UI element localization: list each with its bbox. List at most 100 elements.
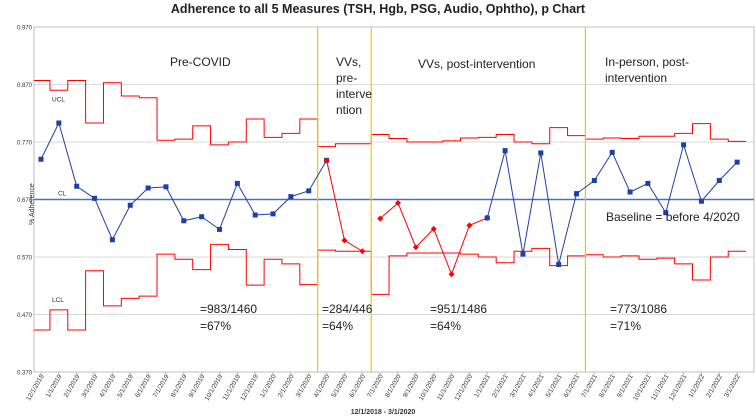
data-point bbox=[484, 215, 490, 221]
data-series bbox=[38, 120, 740, 278]
series-line bbox=[576, 143, 738, 214]
data-point bbox=[734, 159, 740, 165]
lcl-line bbox=[34, 243, 747, 331]
data-point bbox=[92, 195, 98, 201]
series-line bbox=[486, 150, 577, 265]
x-tick-label: 4/1/2021 bbox=[527, 373, 546, 399]
x-tick-label: 8/1/2020 bbox=[384, 373, 403, 399]
phase-summary-counts: =284/446 bbox=[322, 302, 373, 316]
x-tick-label: 12/1/2018 bbox=[25, 373, 46, 402]
x-tick-label: 9/1/2020 bbox=[402, 373, 421, 399]
x-tick-label: 1/1/2020 bbox=[259, 373, 278, 399]
phase-summary-counts: =951/1486 bbox=[430, 302, 487, 316]
data-point bbox=[520, 251, 526, 257]
data-point bbox=[323, 157, 330, 164]
data-point bbox=[377, 215, 384, 222]
x-tick-label: 12/1/2019 bbox=[239, 373, 260, 402]
data-point bbox=[645, 180, 651, 186]
x-tick-label: 3/1/2021 bbox=[509, 373, 528, 399]
data-point bbox=[341, 237, 348, 244]
center-line-label: CL bbox=[58, 191, 67, 198]
x-tick-label: 2/1/2022 bbox=[705, 373, 724, 399]
phase-label-in-person: intervention bbox=[605, 71, 667, 85]
x-tick-label: 7/1/2021 bbox=[580, 373, 599, 399]
x-tick-label: 2/1/2019 bbox=[63, 373, 82, 399]
x-tick-label: 5/1/2019 bbox=[116, 373, 135, 399]
series-group bbox=[377, 199, 491, 278]
x-tick-label: 12/1/2020 bbox=[454, 373, 475, 402]
y-axis: 0.970 0.870 0.770 0.670 0.570 0.470 0.370 bbox=[17, 26, 33, 377]
x-tick-label: 9/1/2021 bbox=[616, 373, 635, 399]
data-point bbox=[306, 188, 312, 194]
data-point bbox=[252, 212, 258, 218]
data-point bbox=[288, 194, 294, 200]
x-tick-label: 5/1/2020 bbox=[330, 373, 349, 399]
phase-label-vvs-pre-intervention: interve bbox=[336, 87, 372, 101]
data-point bbox=[430, 225, 437, 232]
phase-summary-counts: =983/1460 bbox=[200, 302, 257, 316]
data-point bbox=[663, 210, 669, 216]
data-point bbox=[698, 198, 704, 204]
phase-label-vvs-pre-intervention: VVs, bbox=[336, 55, 361, 69]
data-point bbox=[359, 248, 366, 255]
data-point bbox=[681, 142, 687, 148]
data-point bbox=[181, 218, 187, 224]
x-tick-label: 2/1/2020 bbox=[277, 373, 296, 399]
phase-label-vvs-pre-intervention: ntion bbox=[336, 103, 362, 117]
chart-title: Adherence to all 5 Measures (TSH, Hgb, P… bbox=[171, 2, 586, 16]
x-axis-label: 12/1/2018 - 3/1/2020 bbox=[351, 409, 416, 416]
data-point bbox=[199, 214, 205, 220]
x-tick-label: 12/1/2021 bbox=[668, 373, 689, 402]
data-point bbox=[217, 226, 222, 232]
phase-summary-percent: =67% bbox=[200, 319, 231, 333]
phase-label-pre-covid: Pre-COVID bbox=[170, 55, 231, 69]
x-tick-label: 4/1/2019 bbox=[98, 373, 117, 399]
data-point bbox=[56, 120, 62, 126]
y-tick-label: 0.570 bbox=[17, 256, 33, 262]
x-tick-label: 8/1/2021 bbox=[598, 373, 617, 399]
data-point bbox=[38, 156, 44, 162]
data-point bbox=[716, 178, 722, 184]
data-point bbox=[145, 185, 151, 191]
data-point bbox=[556, 261, 562, 267]
x-tick-label: 6/1/2020 bbox=[348, 373, 367, 399]
data-point bbox=[466, 222, 473, 229]
control-limits: UCL LCL bbox=[34, 79, 747, 331]
series-group bbox=[323, 157, 366, 255]
phase-summary-counts: =773/1086 bbox=[610, 302, 667, 316]
x-tick-label: 9/1/2019 bbox=[188, 373, 207, 399]
x-tick-label: 6/1/2019 bbox=[134, 373, 153, 399]
y-axis-label: % Adherence bbox=[29, 183, 36, 225]
series-group bbox=[574, 142, 740, 216]
phase-label-vvs-post-intervention: VVs, post-intervention bbox=[418, 57, 535, 71]
data-point bbox=[627, 189, 633, 195]
y-tick-label: 0.670 bbox=[17, 198, 33, 204]
data-point bbox=[109, 237, 115, 243]
phase-summary-percent: =64% bbox=[322, 319, 353, 333]
x-axis: 12/1/2018 1/1/2019 2/1/2019 3/1/2019 4/1/201… bbox=[25, 372, 742, 402]
data-point bbox=[591, 178, 597, 184]
x-tick-label: 2/1/2021 bbox=[491, 373, 510, 399]
data-point bbox=[502, 148, 508, 154]
x-tick-label: 3/1/2022 bbox=[723, 373, 742, 399]
y-tick-label: 0.470 bbox=[17, 313, 33, 319]
ucl-label: UCL bbox=[52, 96, 65, 103]
data-point bbox=[448, 271, 455, 278]
phase-dividers bbox=[317, 27, 587, 372]
y-tick-label: 0.370 bbox=[17, 371, 33, 377]
series-line bbox=[379, 202, 488, 276]
x-tick-label: 7/1/2019 bbox=[152, 373, 171, 399]
lcl-label: LCL bbox=[52, 297, 64, 304]
phase-label-vvs-pre-intervention: pre- bbox=[336, 71, 357, 85]
center-line-group: CL bbox=[34, 191, 754, 201]
x-tick-label: 5/1/2021 bbox=[545, 373, 564, 399]
ucl-line bbox=[34, 79, 747, 148]
x-tick-label: 8/1/2019 bbox=[170, 373, 189, 399]
x-tick-label: 7/1/2020 bbox=[366, 373, 385, 399]
data-point bbox=[163, 184, 169, 190]
y-tick-label: 0.870 bbox=[17, 83, 33, 89]
y-tick-label: 0.970 bbox=[17, 26, 33, 32]
baseline-note: Baseline = before 4/2020 bbox=[606, 210, 740, 224]
